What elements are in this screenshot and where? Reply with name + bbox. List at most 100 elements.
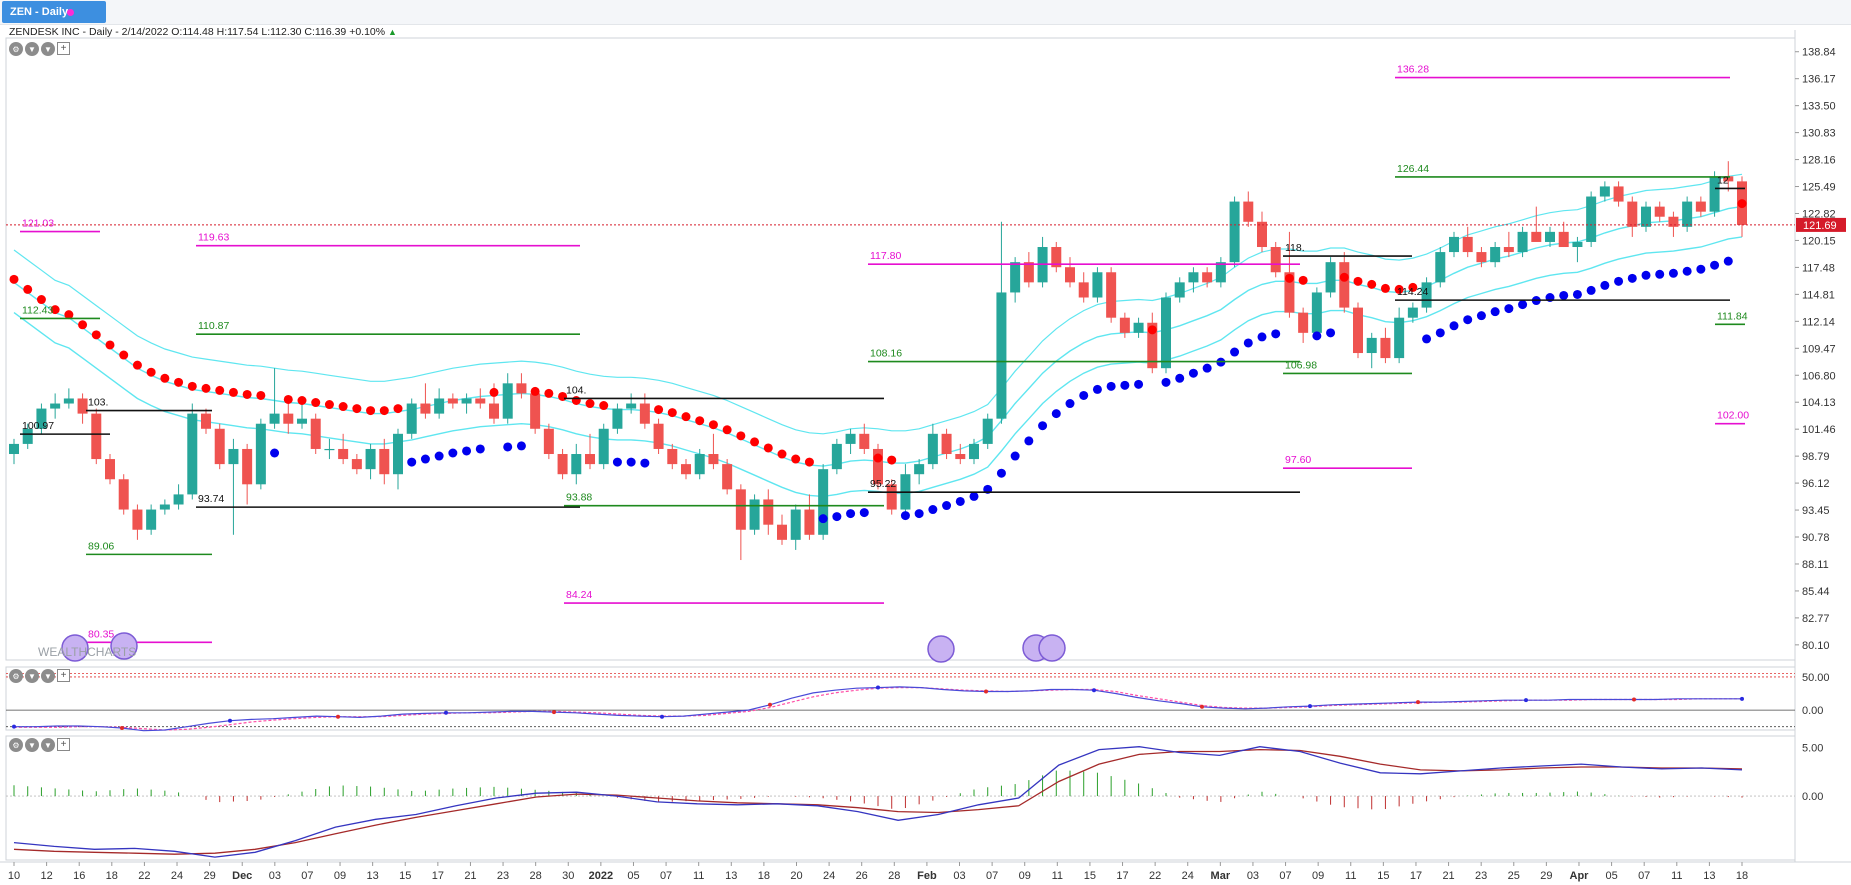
resistance-dot	[695, 416, 705, 426]
support-dot	[1627, 273, 1637, 283]
open-value: 114.48	[182, 26, 214, 38]
candle-body	[1613, 186, 1624, 202]
level-label: 104.	[566, 384, 586, 396]
osc-dot	[444, 710, 448, 715]
osc-dot	[1092, 688, 1096, 693]
support-dot	[1668, 268, 1678, 278]
date-tick-label: 03	[269, 870, 281, 882]
support-dot	[1230, 347, 1240, 357]
date-tick-label: 13	[725, 870, 737, 882]
chevron-down-icon[interactable]: ▼	[25, 42, 39, 56]
chevron-down-icon[interactable]: ▼	[25, 738, 39, 752]
support-dot	[1202, 363, 1212, 373]
support-dot	[270, 448, 280, 458]
osc-dot	[12, 724, 16, 729]
support-dot	[475, 444, 485, 454]
chevron-down-icon[interactable]: ▼	[41, 42, 55, 56]
settings-icon[interactable]: ⚙	[9, 738, 23, 752]
candle-body	[763, 499, 774, 525]
event-bubble-icon	[927, 635, 955, 663]
price-tick-label: 117.48	[1802, 262, 1835, 274]
resistance-dot	[215, 385, 225, 395]
support-dot	[1051, 409, 1061, 419]
resistance-dot	[379, 406, 389, 416]
resistance-dot	[736, 431, 746, 441]
level-label: 119.63	[198, 232, 229, 244]
price-tick-label: 80.10	[1802, 640, 1830, 652]
osc-dot	[1200, 704, 1204, 709]
resistance-dot	[1353, 276, 1363, 286]
date-tick-label: 17	[432, 870, 444, 882]
candle-body	[406, 403, 417, 434]
candle-body	[1531, 231, 1542, 242]
support-dot	[612, 457, 622, 467]
macd-line	[13, 746, 1743, 858]
candle-body	[1449, 236, 1459, 253]
support-dot	[1422, 334, 1432, 344]
candle-body	[283, 413, 294, 424]
chevron-down-icon[interactable]: ▼	[41, 669, 55, 683]
event-bubble-icon	[1038, 634, 1066, 662]
price-pane-controls: ⚙ ▼ ▼ +	[9, 42, 70, 56]
candle-body	[242, 448, 253, 485]
support-dot	[1696, 264, 1706, 274]
resistance-dot	[242, 389, 252, 399]
grid-layer	[0, 30, 1851, 863]
support-dot	[448, 448, 458, 458]
candle-body	[1270, 247, 1281, 273]
resistance-dot	[654, 405, 664, 415]
chevron-down-icon[interactable]: ▼	[25, 669, 39, 683]
add-icon[interactable]: +	[57, 738, 70, 751]
last-price-tag	[1796, 217, 1846, 232]
price-tick-label: 138.84	[1802, 47, 1836, 59]
price-tick-label: 104.13	[1802, 397, 1836, 409]
add-icon[interactable]: +	[57, 669, 70, 682]
candle-body	[1682, 201, 1693, 227]
support-dot	[1682, 266, 1692, 276]
level-label: 12	[1717, 174, 1729, 186]
candle-body	[1407, 307, 1418, 318]
candle-body	[365, 448, 376, 470]
resistance-dot	[585, 399, 595, 409]
pane-frame-3	[5, 735, 1796, 861]
support-dot	[1079, 390, 1089, 400]
resistance-dot	[393, 404, 403, 414]
candle-body	[1380, 337, 1391, 359]
chevron-down-icon[interactable]: ▼	[41, 738, 55, 752]
candle-body	[735, 489, 746, 530]
candle-body	[461, 398, 472, 404]
oscillator-pane[interactable]	[6, 673, 1795, 732]
settings-icon[interactable]: ⚙	[9, 669, 23, 683]
macd-pane[interactable]	[6, 746, 1795, 858]
resistance-dot	[338, 402, 348, 412]
price-pane[interactable]: 121.03 119.63 112.43 110.87 100.97 103. 93.74 8…	[6, 64, 1795, 663]
support-dot	[1134, 379, 1144, 389]
resistance-dot	[1408, 282, 1418, 292]
candle-body	[1119, 317, 1130, 333]
candle-body	[1147, 322, 1158, 369]
support-dot	[1518, 300, 1528, 310]
resistance-dot	[1147, 325, 1157, 335]
tab-color-dot-icon[interactable]	[67, 9, 75, 16]
outer-band-line	[13, 173, 1743, 435]
level-label: 103.	[88, 397, 108, 409]
date-tick-label: 22	[1149, 870, 1161, 882]
candle-body	[969, 443, 979, 460]
date-tick-label: 10	[8, 870, 20, 882]
resistance-dot	[64, 310, 74, 320]
candle-body	[1394, 317, 1405, 359]
candle-body	[393, 433, 403, 475]
resistance-dot	[91, 330, 101, 340]
add-icon[interactable]: +	[57, 42, 70, 55]
level-label: 102.00	[1717, 410, 1749, 422]
price-tick-label: 112.14	[1802, 316, 1835, 328]
settings-icon[interactable]: ⚙	[9, 42, 23, 56]
resistance-dot	[352, 404, 362, 414]
tab-chart[interactable]: ZEN - Daily	[2, 1, 107, 23]
osc-dot	[552, 710, 556, 715]
support-dot	[1120, 380, 1130, 390]
candle-body	[489, 403, 499, 419]
support-dot	[1271, 329, 1281, 339]
event-bubble-icon	[61, 634, 89, 662]
